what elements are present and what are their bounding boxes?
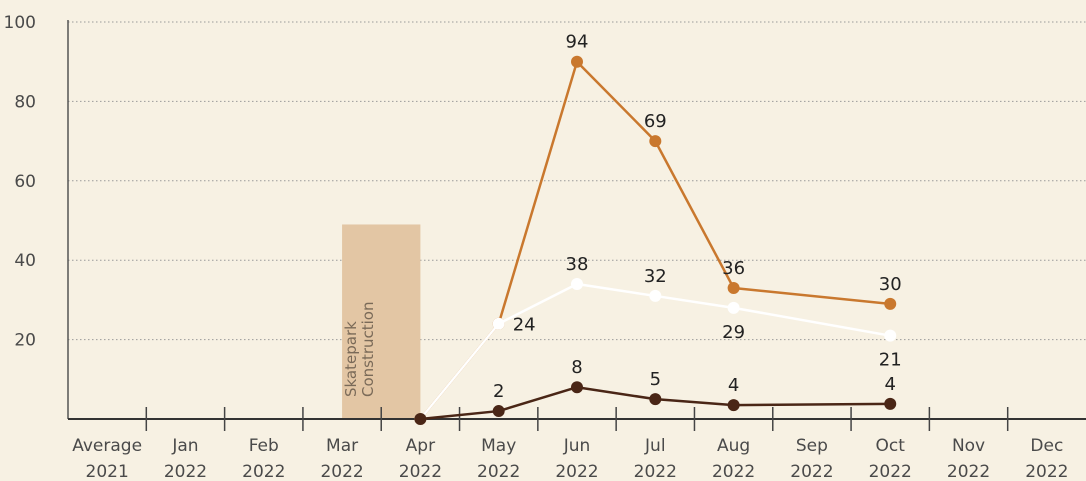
data-label: 4: [728, 375, 739, 396]
x-tick-label-line: 2022: [947, 462, 990, 481]
data-label: 2: [493, 381, 504, 402]
data-label: 4: [885, 374, 896, 395]
x-tick-label-line: Nov: [952, 436, 985, 456]
x-tick-label-line: Dec: [1030, 436, 1063, 456]
data-point: [414, 413, 427, 425]
gridlines: [68, 21, 1086, 341]
x-tick-label-line: Sep: [796, 436, 828, 456]
annotation-label-line: Construction: [359, 301, 377, 397]
x-tick-label: Average 2021: [72, 436, 142, 481]
x-tick-label: Dec 2022: [1025, 436, 1068, 481]
data-point: [884, 397, 897, 410]
series-line: [420, 385, 891, 421]
x-tick-label-line: 2022: [399, 462, 442, 481]
data-point: [727, 399, 740, 412]
annotation-layer: SkateparkConstruction: [342, 224, 421, 419]
series-layer: [414, 55, 897, 425]
x-tick-label-line: May: [481, 436, 516, 456]
y-tick-label: 100: [4, 13, 36, 33]
x-tick-label-line: Apr: [406, 436, 435, 456]
data-point: [727, 281, 740, 294]
x-tick-label-line: Mar: [326, 436, 358, 456]
x-tick-label-line: 2022: [320, 462, 363, 481]
data-label: 69: [644, 111, 667, 132]
x-tick-label: Jun 2022: [555, 436, 598, 481]
y-tick-label: 60: [14, 172, 36, 192]
x-tick-label-line: Oct: [876, 436, 906, 456]
y-tick-label: 80: [14, 92, 36, 112]
x-tick-label: Feb 2022: [242, 436, 285, 481]
data-point: [492, 317, 505, 330]
x-tick-label-line: Jul: [644, 436, 666, 456]
x-tick-label-line: Feb: [249, 436, 279, 456]
x-tick-label: Jul 2022: [634, 436, 677, 481]
data-labels: 94 69 36 30 24 38 32 29 21 2 8 5 4 4: [493, 32, 902, 402]
x-tick-label-line: 2022: [790, 462, 833, 481]
data-point: [884, 297, 897, 310]
data-label: 8: [571, 357, 582, 378]
x-tick-label: May 2022: [477, 436, 520, 481]
x-tick-label: Jan 2022: [164, 436, 207, 481]
series-line: [419, 282, 891, 420]
data-point: [571, 55, 583, 68]
x-tick-label-line: 2022: [555, 462, 598, 481]
data-label: 30: [879, 274, 902, 295]
data-label: 5: [650, 369, 661, 390]
annotation-label: SkateparkConstruction: [342, 301, 377, 397]
x-tick-label-line: 2022: [164, 462, 207, 481]
data-point: [727, 301, 740, 314]
x-tick-label-line: Jan: [171, 436, 198, 456]
x-tick-label: Apr 2022: [399, 436, 442, 481]
data-point: [571, 381, 583, 394]
data-point: [571, 278, 583, 291]
x-tick-label-line: 2022: [242, 462, 285, 481]
x-tick-label-line: 2022: [634, 462, 677, 481]
x-tick-label-line: 2022: [477, 462, 520, 481]
x-tick-label: Oct 2022: [869, 436, 912, 481]
x-tick-label: Mar 2022: [320, 436, 363, 481]
data-point: [884, 329, 897, 342]
annotation-band: [342, 224, 421, 419]
data-point: [649, 393, 662, 406]
axes: 20 40 60 80 100 Average 2021 Jan 2022 Feb 2022 Mar 2…: [4, 13, 1086, 481]
data-point: [649, 289, 662, 302]
data-point: [492, 405, 505, 418]
x-tick-label-line: Aug: [717, 436, 750, 456]
x-tick-label-line: Average: [72, 436, 142, 456]
data-label: 29: [722, 322, 745, 343]
x-tick-label-line: 2022: [1025, 462, 1068, 481]
y-tick-label: 20: [14, 331, 36, 351]
data-label: 32: [644, 266, 667, 287]
annotation-label-line: Skatepark: [342, 321, 360, 397]
data-label: 94: [566, 32, 589, 53]
data-label: 36: [722, 258, 745, 279]
data-label: 38: [566, 254, 589, 275]
y-tick-label: 40: [14, 251, 36, 271]
x-tick-label-line: 2022: [712, 462, 755, 481]
x-tick-label-line: 2022: [869, 462, 912, 481]
x-tick-label: Aug 2022: [712, 436, 755, 481]
x-tick-label: Sep 2022: [790, 436, 833, 481]
x-tick-label-line: 2021: [86, 462, 129, 481]
data-point: [649, 135, 662, 148]
x-tick-label: Nov 2022: [947, 436, 990, 481]
data-label: 21: [879, 350, 902, 371]
data-label: 24: [513, 315, 536, 336]
x-tick-label-line: Jun: [563, 436, 591, 456]
